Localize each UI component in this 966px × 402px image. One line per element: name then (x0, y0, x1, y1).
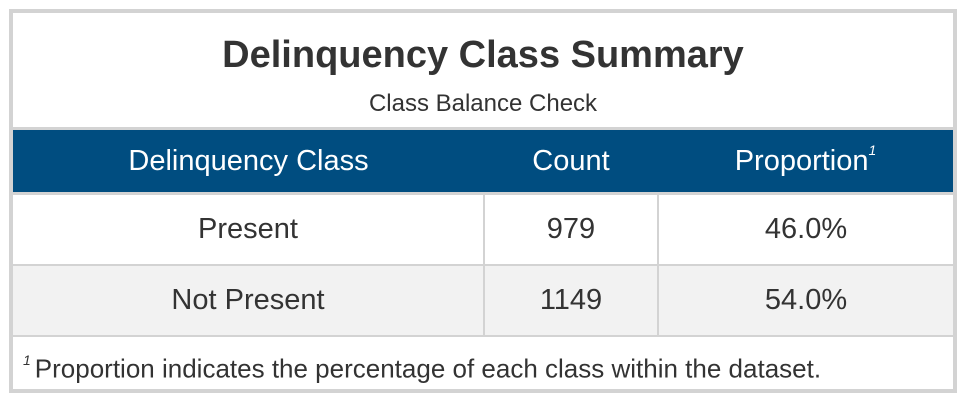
column-header-label: Count (532, 144, 610, 177)
cell-count: 979 (483, 193, 658, 266)
summary-table-frame: Delinquency Class Summary Class Balance … (9, 9, 957, 393)
cell-class: Present (13, 193, 484, 266)
table-row: Present 979 46.0% (13, 193, 953, 266)
column-header-proportion: Proportion1 (658, 127, 953, 195)
cell-proportion: 46.0% (657, 193, 953, 266)
footnote-text: Proportion indicates the percentage of e… (34, 353, 822, 384)
header-row: Delinquency Class Count Proportion1 (13, 127, 953, 195)
footnote-marker: 1 (23, 352, 31, 368)
cell-count: 1149 (483, 265, 658, 337)
column-header-count: Count (484, 127, 658, 195)
table-row: Not Present 1149 54.0% (13, 265, 953, 337)
column-header-label: Proportion (734, 144, 869, 177)
table-subtitle: Class Balance Check (368, 90, 598, 117)
footnote-marker: 1 (868, 141, 877, 158)
cell-proportion: 54.0% (657, 265, 953, 337)
table-footnote: 1 Proportion indicates the percentage of … (23, 347, 943, 385)
table-title: Delinquency Class Summary (222, 34, 744, 76)
column-header-label: Delinquency Class (128, 144, 369, 177)
summary-table: Delinquency Class Count Proportion1 Pres… (13, 127, 953, 337)
cell-class: Not Present (13, 265, 484, 337)
column-header-delinquency-class: Delinquency Class (13, 127, 484, 195)
